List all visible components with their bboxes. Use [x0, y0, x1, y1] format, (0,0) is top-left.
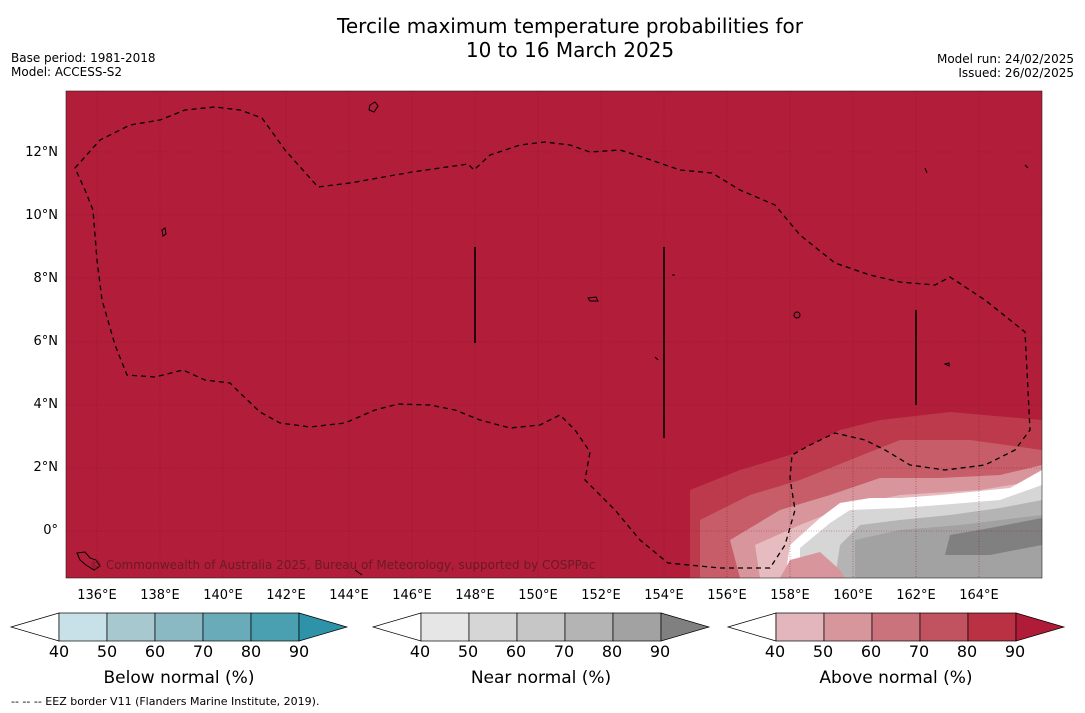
colorbar-segment [202, 612, 252, 642]
cbar-tick: 80 [601, 642, 623, 661]
colorbar-segment [58, 612, 108, 642]
eez-borders [74, 106, 1031, 569]
colorbar-over-arrow [298, 612, 349, 642]
meta-right: Model run: 24/02/2025 Issued: 26/02/2025 [937, 52, 1074, 80]
colorbar-over-arrow [1015, 612, 1066, 642]
colorbar-segment [250, 612, 300, 642]
eez-palau [74, 106, 1031, 569]
colorbar-segment [823, 612, 873, 642]
colorbar-segment [919, 612, 969, 642]
contour-above-50-corner [780, 552, 845, 578]
lon-label: 146°E [392, 588, 432, 603]
lon-label: 144°E [329, 588, 369, 603]
colorbar-segment [564, 612, 614, 642]
eez-footnote: -- -- -- EEZ border V11 (Flanders Marine… [11, 695, 320, 708]
cbar-tick: 80 [956, 642, 978, 661]
cbar-tick: 70 [553, 642, 575, 661]
colorbar-segment [154, 612, 204, 642]
colorbar-under-arrow [726, 612, 777, 642]
model-run: Model run: 24/02/2025 [936, 52, 1074, 66]
cbar-tick: 50 [457, 642, 479, 661]
cbar-tick: 60 [505, 642, 527, 661]
colorbar-segment [516, 612, 566, 642]
lat-label: 10°N [25, 208, 58, 223]
colorbar-segment [420, 612, 470, 642]
cbar-tick: 70 [192, 642, 214, 661]
title-line-1: Tercile maximum temperature probabilitie… [337, 14, 803, 38]
below-colorbar [9, 612, 349, 642]
eez-solid-segments [474, 247, 917, 438]
meta-left: Base period: 1981-2018 Model: ACCESS-S2 [11, 51, 156, 79]
colorbar-under-arrow [9, 612, 60, 642]
copyright-notice: © Commonwealth of Australia 2025, Bureau… [90, 558, 596, 572]
colorbar-segment [871, 612, 921, 642]
islands [76, 101, 1029, 576]
cbar-tick: 60 [860, 642, 882, 661]
cbar-tick: 90 [649, 642, 671, 661]
cbar-tick: 80 [240, 642, 262, 661]
issued-date: Issued: 26/02/2025 [958, 66, 1074, 80]
lat-label: 0° [43, 523, 58, 538]
map-area [66, 91, 1042, 578]
lon-label: 140°E [203, 588, 243, 603]
title-line-2: 10 to 16 March 2025 [465, 38, 675, 62]
cbar-tick: 50 [812, 642, 834, 661]
above-colorbar [726, 612, 1066, 642]
model-name: Model: ACCESS-S2 [11, 65, 123, 79]
colorbar-segment [612, 612, 662, 642]
colorbar-segment [775, 612, 825, 642]
map-frame [65, 90, 1043, 579]
below-normal-title: Below normal (%) [103, 668, 255, 688]
lon-label: 160°E [833, 588, 873, 603]
lon-label: 154°E [644, 588, 684, 603]
above-normal-title: Above normal (%) [819, 668, 973, 688]
cbar-tick: 40 [409, 642, 431, 661]
colorbar-segment [106, 612, 156, 642]
lat-label: 2°N [33, 460, 59, 475]
cbar-tick: 40 [764, 642, 786, 661]
colorbar-segment [468, 612, 518, 642]
lon-label: 142°E [266, 588, 306, 603]
graticule [66, 91, 1042, 578]
colorbar-segment [967, 612, 1017, 642]
lon-label: 148°E [455, 588, 495, 603]
cbar-tick: 60 [144, 642, 166, 661]
cbar-tick: 40 [48, 642, 70, 661]
near-normal-title: Near normal (%) [470, 668, 612, 688]
lat-label: 4°N [33, 397, 59, 412]
lon-label: 136°E [77, 588, 117, 603]
lon-label: 158°E [770, 588, 810, 603]
cbar-tick: 90 [1004, 642, 1026, 661]
lon-label: 150°E [518, 588, 558, 603]
lon-label: 156°E [707, 588, 747, 603]
cbar-tick: 90 [288, 642, 310, 661]
cbar-tick: 50 [96, 642, 118, 661]
colorbar-over-arrow [660, 612, 711, 642]
lon-label: 152°E [581, 588, 621, 603]
lat-label: 12°N [25, 145, 58, 160]
base-period: Base period: 1981-2018 [11, 51, 156, 65]
lon-label: 162°E [896, 588, 936, 603]
map-title: Tercile maximum temperature probabilitie… [0, 14, 1085, 62]
lon-label: 138°E [140, 588, 180, 603]
lat-label: 6°N [33, 334, 59, 349]
lat-label: 8°N [33, 271, 59, 286]
near-colorbar [371, 612, 711, 642]
colorbar-under-arrow [371, 612, 422, 642]
cbar-tick: 70 [908, 642, 930, 661]
colorbars [9, 612, 1066, 642]
lon-label: 164°E [959, 588, 999, 603]
contour-near-80 [945, 518, 1042, 555]
